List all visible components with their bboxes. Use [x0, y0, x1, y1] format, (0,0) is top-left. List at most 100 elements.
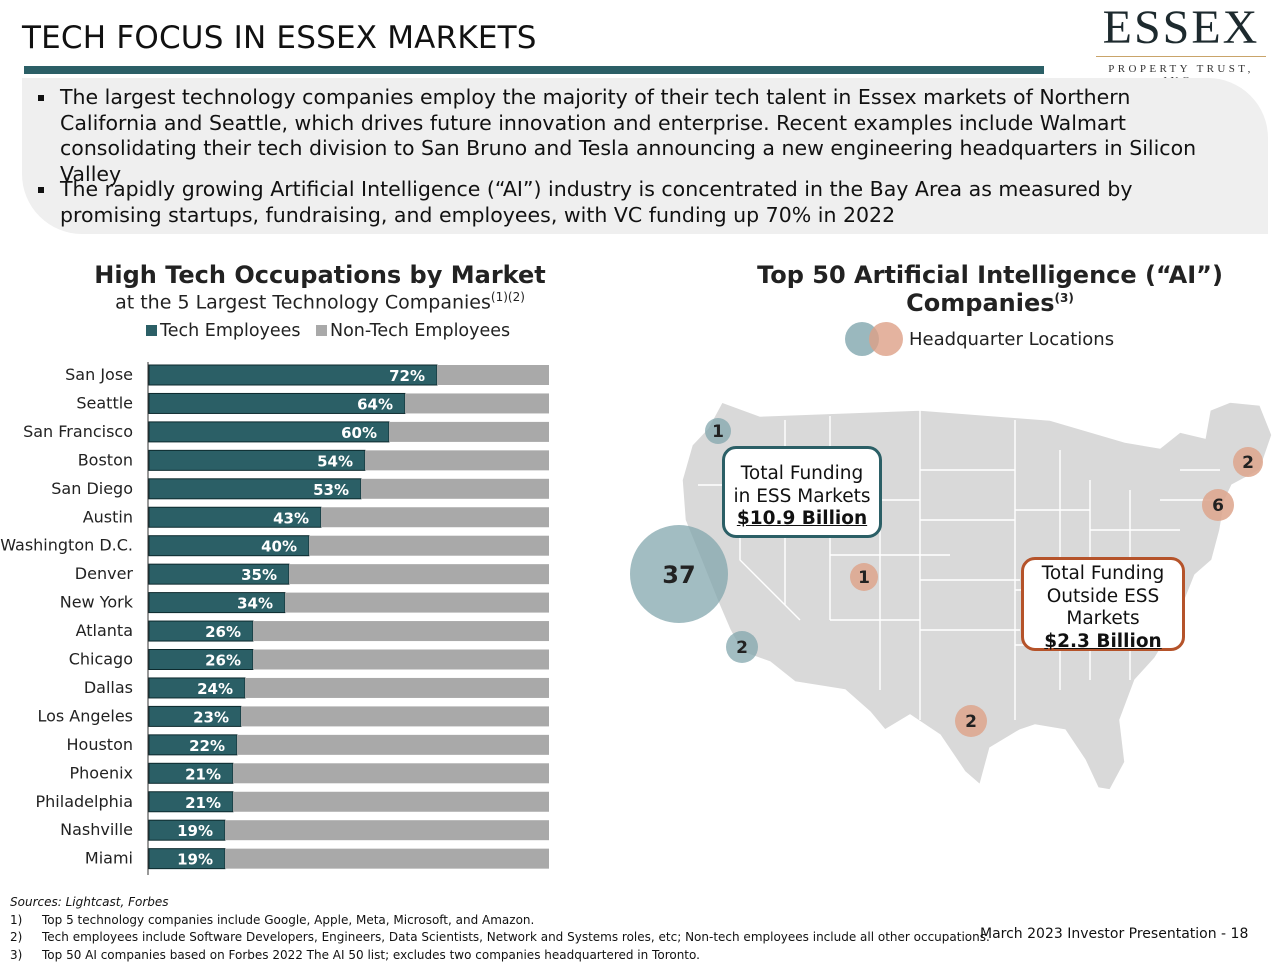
outside-funding-line2: Outside ESS [1024, 586, 1182, 609]
category-label: Washington D.C. [0, 536, 133, 555]
legend-nontech-label: Non-Tech Employees [330, 321, 510, 341]
bar-nontech [321, 507, 549, 527]
bar-chart-subtitle: at the 5 Largest Technology Companies(1)… [0, 290, 640, 313]
outside-funding-line3: Markets [1024, 608, 1182, 631]
category-label: Los Angeles [37, 706, 133, 725]
outside-funding-line1: Total Funding [1024, 563, 1182, 586]
footnote-1-number: 1) [10, 912, 42, 930]
bar-nontech [237, 735, 549, 755]
data-label: 24% [197, 680, 233, 698]
ess-funding-line1: Total Funding [725, 463, 879, 486]
bar-nontech [365, 450, 549, 470]
footnote-3: 3)Top 50 AI companies based on Forbes 20… [10, 947, 990, 964]
bar-nontech [309, 536, 549, 556]
bar-nontech [389, 422, 549, 442]
hq-legend-label: Headquarter Locations [909, 329, 1114, 350]
bar-chart-subtitle-footnote: (1)(2) [491, 290, 525, 304]
data-label: 72% [389, 367, 425, 385]
category-label: San Jose [65, 365, 133, 384]
category-label: Atlanta [76, 621, 133, 640]
logo-rule [1096, 56, 1266, 57]
map-title-footnote: (3) [1055, 291, 1074, 305]
outside-funding-amount: $2.3 Billion [1044, 631, 1161, 652]
category-label: Chicago [69, 650, 133, 669]
data-label: 43% [273, 509, 309, 527]
essex-logo: ESSEX PROPERTY TRUST, INC. [1096, 4, 1266, 87]
bullet-1: The largest technology companies employ … [60, 85, 1210, 187]
category-label: Miami [85, 849, 133, 868]
ess-funding-amount: $10.9 Billion [737, 508, 867, 529]
bullet-marker [38, 187, 44, 193]
bar-nontech [225, 849, 549, 869]
category-label: Phoenix [70, 763, 133, 782]
footnote-1: 1)Top 5 technology companies include Goo… [10, 912, 990, 930]
footnotes: Sources: Lightcast, Forbes 1)Top 5 techn… [10, 894, 990, 964]
data-label: 26% [205, 623, 241, 641]
bar-nontech [233, 792, 549, 812]
page-title: TECH FOCUS IN ESSEX MARKETS [22, 20, 537, 56]
hq-legend-outside-circle [869, 322, 903, 356]
bar-chart: San Jose 72% Seattle 64% San Francisco 60% Bos… [0, 360, 560, 875]
legend-tech-label: Tech Employees [160, 321, 301, 341]
ess-funding-line2: in ESS Markets [725, 486, 879, 509]
category-label: San Diego [51, 479, 133, 498]
category-label: Austin [83, 507, 133, 526]
bullet-marker [38, 95, 44, 101]
bar-nontech [241, 706, 549, 726]
category-label: Dallas [84, 678, 133, 697]
category-label: Nashville [60, 820, 133, 839]
map-title: Top 50 Artificial Intelligence (“AI”) Co… [700, 261, 1280, 317]
legend-nontech-swatch [316, 325, 327, 336]
bar-nontech [285, 593, 549, 613]
data-label: 34% [237, 595, 273, 613]
data-label: 23% [193, 708, 229, 726]
bullet-2: The rapidly growing Artificial Intellige… [60, 177, 1210, 228]
bar-nontech [245, 678, 549, 698]
map-title-text: Top 50 Artificial Intelligence (“AI”) Co… [757, 261, 1223, 317]
category-label: Seattle [76, 393, 133, 412]
sources-line: Sources: Lightcast, Forbes [10, 894, 990, 912]
legend-nontech: Non-Tech Employees [316, 321, 510, 341]
bar-nontech [361, 479, 549, 499]
presentation-label: March 2023 Investor Presentation - 18 [980, 926, 1248, 942]
data-label: 64% [357, 395, 393, 413]
data-label: 35% [241, 566, 277, 584]
bullet-2-text: The rapidly growing Artificial Intellige… [60, 177, 1132, 227]
logo-wordmark: ESSEX [1096, 4, 1266, 52]
bar-nontech [253, 650, 549, 670]
data-label: 40% [261, 538, 297, 556]
footnote-3-text: Top 50 AI companies based on Forbes 2022… [42, 948, 700, 962]
data-label: 19% [177, 822, 213, 840]
data-label: 26% [205, 652, 241, 670]
data-label: 54% [317, 452, 353, 470]
bar-nontech [405, 393, 549, 413]
bar-nontech [253, 621, 549, 641]
data-label: 53% [313, 481, 349, 499]
bar-nontech [437, 365, 549, 385]
bar-nontech [225, 820, 549, 840]
category-label: New York [60, 593, 134, 612]
footnote-2-number: 2) [10, 929, 42, 947]
bar-chart-subtitle-text: at the 5 Largest Technology Companies [115, 291, 491, 313]
category-label: San Francisco [23, 422, 133, 441]
footnote-3-number: 3) [10, 947, 42, 964]
ess-funding-box: Total Funding in ESS Markets $10.9 Billi… [722, 446, 882, 538]
category-label: Denver [75, 564, 134, 583]
bar-chart-title: High Tech Occupations by Market [0, 261, 640, 289]
data-label: 22% [189, 737, 225, 755]
bar-nontech [233, 763, 549, 783]
footnote-1-text: Top 5 technology companies include Googl… [42, 913, 534, 927]
data-label: 21% [185, 794, 221, 812]
outside-funding-box: Total Funding Outside ESS Markets $2.3 B… [1021, 557, 1185, 651]
category-label: Philadelphia [36, 792, 133, 811]
bar-nontech [289, 564, 549, 584]
legend-tech: Tech Employees [146, 321, 301, 341]
category-label: Boston [78, 450, 133, 469]
data-label: 21% [185, 765, 221, 783]
data-label: 19% [177, 851, 213, 869]
footnote-2-text: Tech employees include Software Develope… [42, 930, 990, 944]
footnote-2: 2)Tech employees include Software Develo… [10, 929, 990, 947]
data-label: 60% [341, 424, 377, 442]
bullet-1-text: The largest technology companies employ … [60, 85, 1196, 186]
title-rule [24, 66, 1044, 74]
